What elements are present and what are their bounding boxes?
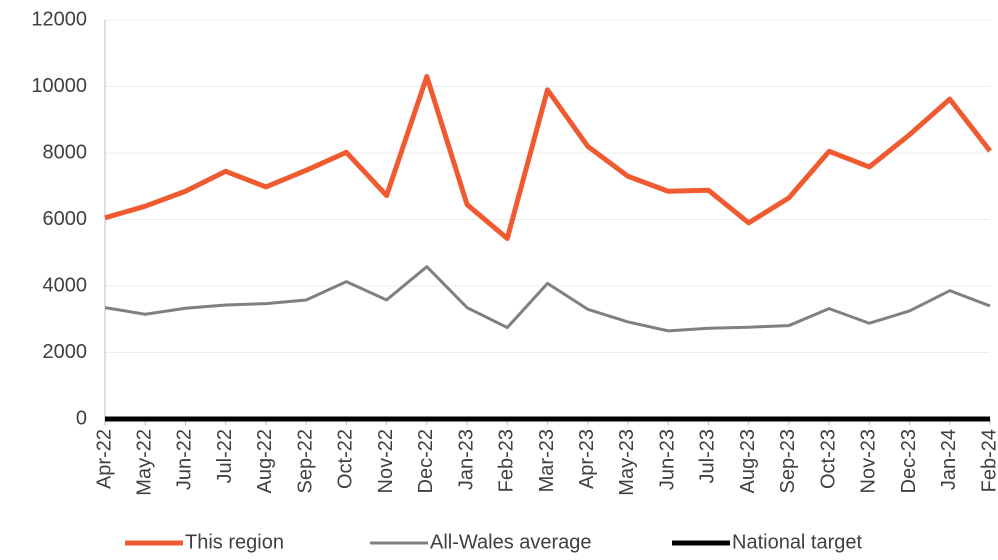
x-tick-label: Jun-23 [656, 429, 678, 490]
legend-label: National target [732, 531, 863, 553]
x-tick-label: Nov-22 [375, 429, 397, 493]
x-tick-label: Jul-23 [697, 429, 719, 483]
x-tick-label: Feb-24 [978, 429, 998, 492]
x-tick-label: Dec-23 [898, 429, 920, 493]
x-tick-label: May-23 [616, 429, 638, 496]
y-tick-label: 8000 [43, 141, 88, 163]
x-tick-label: Sep-22 [294, 429, 316, 494]
x-tick-label: Apr-23 [576, 429, 598, 489]
legend-label: All-Wales average [430, 531, 592, 553]
x-tick-label: Oct-22 [335, 429, 357, 489]
x-tick-label: Jan-23 [455, 429, 477, 490]
legend-label: This region [185, 531, 284, 553]
x-tick-label: Aug-23 [737, 429, 759, 494]
y-tick-label: 0 [76, 407, 87, 429]
x-tick-label: Dec-22 [415, 429, 437, 493]
x-tick-label: Sep-23 [777, 429, 799, 494]
y-tick-label: 12000 [31, 8, 87, 30]
x-tick-label: Oct-23 [817, 429, 839, 489]
x-tick-label: Feb-23 [496, 429, 518, 492]
y-tick-label: 2000 [43, 341, 88, 363]
series-line [104, 74, 992, 241]
x-tick-label: May-22 [134, 429, 156, 496]
x-tick-label: Mar-23 [536, 429, 558, 492]
x-tick-label: Jul-22 [214, 429, 236, 483]
x-tick-label: Apr-22 [93, 429, 115, 489]
x-tick-label: Jun-22 [174, 429, 196, 490]
x-tick-label: Jan-24 [938, 429, 960, 490]
y-tick-label: 6000 [43, 208, 88, 230]
y-tick-label: 10000 [31, 75, 87, 97]
series-line [104, 265, 991, 333]
y-tick-label: 4000 [43, 274, 88, 296]
x-tick-label: Aug-22 [254, 429, 276, 494]
x-tick-label: Nov-23 [858, 429, 880, 493]
